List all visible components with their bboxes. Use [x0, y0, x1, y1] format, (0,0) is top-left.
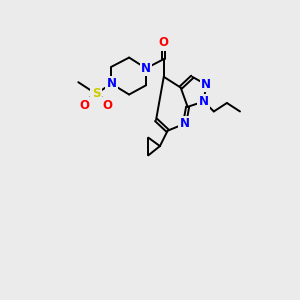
Text: S: S: [92, 87, 100, 100]
Text: O: O: [80, 99, 89, 112]
Text: N: N: [106, 77, 116, 90]
Text: O: O: [103, 99, 112, 112]
Text: N: N: [201, 78, 211, 91]
Text: N: N: [141, 62, 151, 75]
Text: N: N: [199, 95, 209, 108]
Text: O: O: [159, 36, 169, 50]
Text: N: N: [179, 117, 190, 130]
